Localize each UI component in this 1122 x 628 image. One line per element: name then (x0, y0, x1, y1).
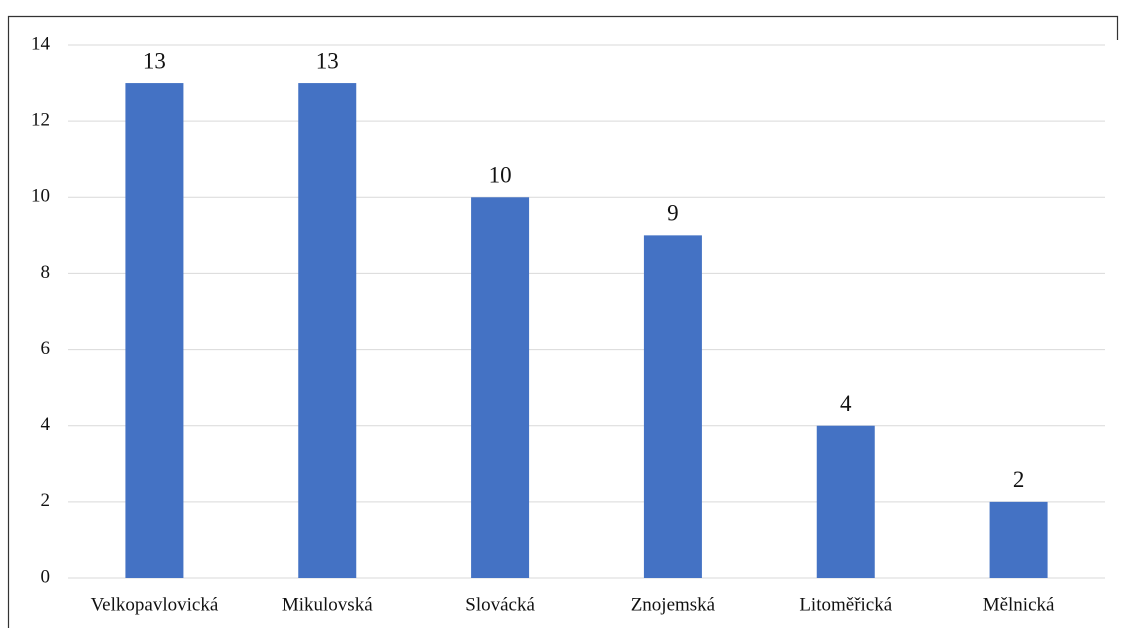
y-tick-label: 6 (41, 338, 51, 359)
y-tick-label: 0 (41, 566, 51, 587)
y-tick-label: 4 (41, 414, 51, 435)
x-tick-label: Slovácká (465, 594, 535, 615)
y-tick-label: 10 (31, 186, 50, 207)
x-tick-label: Velkopavlovická (91, 594, 219, 615)
data-label: 9 (667, 201, 679, 226)
data-label: 13 (143, 48, 166, 73)
x-tick-label: Mikulovská (282, 594, 373, 615)
bar (989, 501, 1048, 578)
bar (643, 235, 702, 578)
x-tick-label: Mělnická (983, 594, 1055, 615)
bar (816, 425, 875, 578)
y-tick-label: 2 (41, 490, 51, 511)
x-tick-label: Litoměřická (799, 594, 892, 615)
data-label: 10 (489, 163, 512, 188)
frame (7, 15, 1119, 628)
y-tick-label: 14 (31, 33, 51, 54)
x-tick-label: Znojemská (631, 594, 716, 615)
bar (471, 197, 530, 579)
data-label: 2 (1013, 467, 1025, 492)
data-label: 13 (316, 48, 339, 73)
bar (125, 83, 184, 579)
data-label: 4 (840, 391, 852, 416)
y-tick-label: 12 (31, 110, 50, 131)
bar (298, 83, 357, 579)
y-tick-label: 8 (41, 262, 51, 283)
